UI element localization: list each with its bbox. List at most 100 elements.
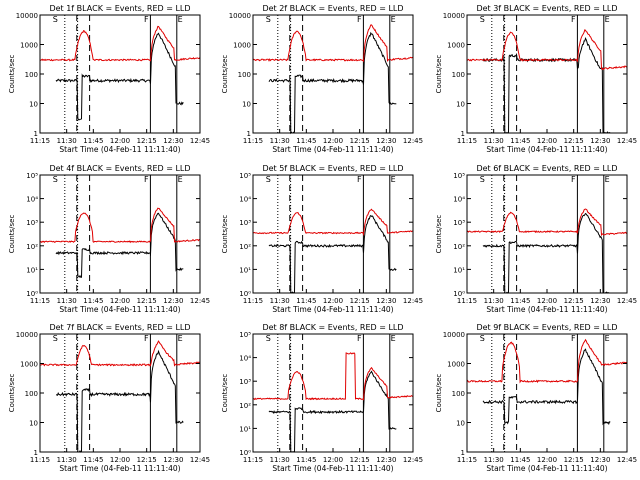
marker-label-f: F	[357, 334, 362, 343]
plot-frame	[466, 333, 628, 453]
marker-label-s: S	[266, 15, 271, 24]
x-tick-label: 12:00	[537, 137, 557, 145]
marker-label-s: S	[480, 334, 485, 343]
x-tick-label: 12:45	[190, 137, 210, 145]
x-axis-label: Start Time (04-Feb-11 11:11:40)	[59, 145, 180, 154]
x-axis-label: Start Time (04-Feb-11 11:11:40)	[59, 305, 180, 314]
x-tick-label: 11:15	[30, 297, 50, 305]
plot-frame	[39, 14, 201, 134]
panel-det-1: Det 1f BLACK = Events, RED = LLD S F E 1 10 10…	[8, 4, 210, 154]
marker-label-e: E	[391, 175, 396, 184]
series-line-lld	[466, 338, 628, 384]
x-tick-label: 11:45	[296, 297, 316, 305]
x-tick-label: 11:45	[83, 297, 103, 305]
x-tick-label: 11:15	[243, 456, 263, 464]
x-axis-label: Start Time (04-Feb-11 11:11:40)	[486, 305, 607, 314]
series-line-lld	[466, 208, 628, 237]
y-tick-label: 10000	[443, 12, 465, 20]
x-tick-label: 12:00	[323, 297, 343, 305]
y-axis-label: Counts/sec	[221, 374, 229, 413]
series-line-events	[268, 370, 397, 453]
marker-label-e: E	[391, 334, 396, 343]
x-tick-label: 12:45	[190, 456, 210, 464]
x-tick-label: 11:30	[270, 297, 290, 305]
x-tick-label: 11:45	[296, 456, 316, 464]
panel-det-2: Det 2f BLACK = Events, RED = LLD S F E 1 10 10…	[221, 4, 423, 154]
y-tick-label: 1000	[447, 361, 465, 369]
y-tick-label: 1000	[233, 42, 251, 50]
y-axis-label: Counts/sec	[8, 374, 16, 413]
marker-label-f: F	[144, 15, 149, 24]
x-tick-label: 11:15	[243, 297, 263, 305]
y-tick-label: 10000	[16, 12, 38, 20]
y-tick-label: 10⁰	[239, 290, 251, 298]
y-axis-label: Counts/sec	[221, 55, 229, 94]
marker-label-e: E	[605, 175, 610, 184]
series-line-events	[55, 212, 184, 278]
marker-label-s: S	[266, 334, 271, 343]
panel-det-3: Det 3f BLACK = Events, RED = LLD S F E 1 10 10…	[435, 4, 637, 154]
marker-label-s: S	[480, 15, 485, 24]
y-tick-label: 1	[461, 449, 465, 457]
y-tick-label: 10³	[26, 219, 38, 227]
series-line-lld	[252, 352, 413, 401]
marker-label-s: S	[266, 175, 271, 184]
y-tick-label: 10	[242, 101, 251, 109]
x-tick-label: 12:30	[590, 456, 610, 464]
x-tick-label: 12:30	[376, 456, 396, 464]
x-tick-label: 11:45	[296, 137, 316, 145]
y-tick-label: 10⁵	[239, 331, 251, 339]
x-tick-label: 11:45	[510, 137, 530, 145]
x-tick-label: 11:45	[510, 297, 530, 305]
y-tick-label: 10⁵	[26, 172, 38, 180]
x-tick-label: 12:30	[376, 297, 396, 305]
x-tick-label: 11:15	[243, 137, 263, 145]
series-line-lld	[39, 207, 201, 244]
y-tick-label: 10000	[229, 12, 251, 20]
x-tick-label: 12:45	[617, 456, 637, 464]
y-tick-label: 100	[452, 390, 465, 398]
x-tick-label: 12:00	[537, 456, 557, 464]
x-tick-label: 12:15	[137, 456, 157, 464]
marker-label-e: E	[178, 15, 183, 24]
y-tick-label: 10	[456, 101, 465, 109]
x-tick-label: 11:30	[57, 456, 77, 464]
x-tick-label: 12:30	[376, 137, 396, 145]
panel-det-7: Det 7f BLACK = Events, RED = LLD S F E 1 10 10…	[8, 323, 210, 473]
y-tick-label: 10¹	[26, 266, 38, 274]
y-axis-label: Counts/sec	[435, 215, 443, 254]
x-tick-label: 11:30	[270, 137, 290, 145]
x-tick-label: 12:45	[403, 297, 423, 305]
y-axis-label: Counts/sec	[435, 374, 443, 413]
x-tick-label: 12:00	[537, 297, 557, 305]
x-tick-label: 11:15	[30, 456, 50, 464]
x-tick-label: 12:45	[403, 137, 423, 145]
x-tick-label: 12:00	[323, 456, 343, 464]
y-tick-label: 1	[34, 449, 38, 457]
x-tick-label: 11:30	[484, 456, 504, 464]
x-tick-label: 12:30	[590, 297, 610, 305]
plot-frame	[39, 333, 201, 453]
x-axis-label: Start Time (04-Feb-11 11:11:40)	[486, 464, 607, 473]
marker-label-s: S	[480, 175, 485, 184]
x-tick-label: 12:15	[564, 137, 584, 145]
marker-label-f: F	[357, 15, 362, 24]
y-tick-label: 100	[452, 71, 465, 79]
x-tick-label: 11:30	[57, 137, 77, 145]
x-tick-label: 11:15	[30, 137, 50, 145]
x-tick-label: 12:30	[590, 137, 610, 145]
panel-det-6: Det 6f BLACK = Events, RED = LLD S F E 10⁰ 10…	[435, 164, 637, 314]
y-tick-label: 10⁰	[26, 290, 38, 298]
x-tick-label: 12:45	[617, 137, 637, 145]
y-tick-label: 10⁰	[239, 449, 251, 457]
series-line-lld	[39, 25, 201, 62]
panel-title: Det 6f BLACK = Events, RED = LLD	[476, 164, 617, 173]
x-tick-label: 12:45	[190, 297, 210, 305]
marker-label-f: F	[144, 175, 149, 184]
marker-label-s: S	[53, 15, 58, 24]
x-tick-label: 12:45	[617, 297, 637, 305]
panel-title: Det 8f BLACK = Events, RED = LLD	[262, 323, 403, 332]
y-tick-label: 10000	[16, 331, 38, 339]
y-tick-label: 10¹	[239, 425, 251, 433]
